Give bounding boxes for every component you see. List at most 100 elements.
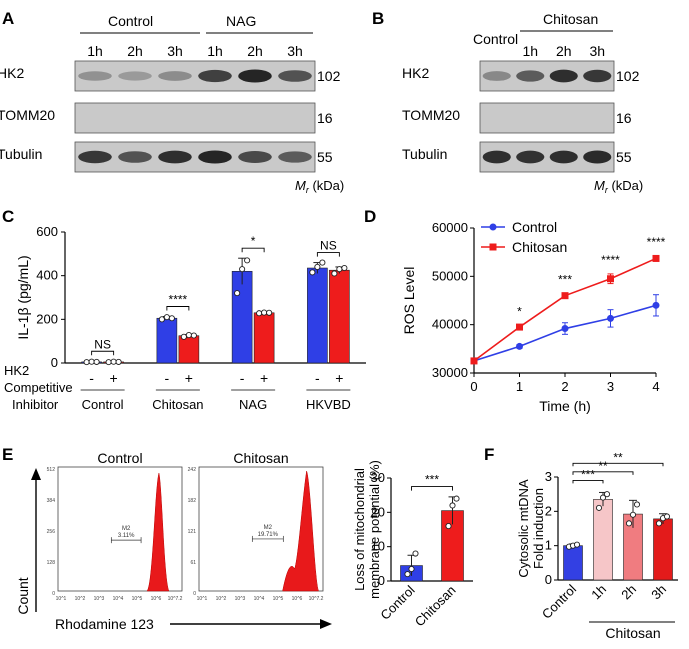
f-y-tick-label: 0 (545, 572, 552, 587)
f-bar (653, 518, 673, 581)
e-data-point (408, 565, 415, 573)
c-category-label: Chitosan (152, 397, 203, 412)
panel-a-mr-label: Mr (kDa) (295, 178, 344, 195)
d-marker-chitosan (607, 275, 614, 283)
e-flow-gate-value: 19.71% (258, 532, 279, 538)
c-bar (156, 317, 178, 364)
panel-a-blot-box (74, 60, 316, 92)
c-sig-label: **** (169, 292, 188, 306)
c-data-point (319, 259, 326, 266)
f-bar (593, 499, 613, 581)
e-flow-y-tick-label: 0 (193, 591, 196, 597)
c-data-point (180, 333, 187, 340)
c-plus-label: + (185, 370, 193, 386)
e-data-point (404, 571, 411, 578)
c-data-point (115, 358, 122, 365)
d-marker-chitosan (516, 323, 523, 331)
e-count-arrow-head (31, 468, 41, 480)
c-bar (253, 312, 275, 364)
c-category-label: Control (82, 397, 124, 412)
c-bar (231, 270, 253, 364)
panel-b-blot-band (516, 150, 545, 164)
c-data-point (88, 358, 95, 365)
panel-b-mr-label: Mr (kDa) (594, 178, 643, 195)
e-flow-x-tick-label: 10^1 (56, 596, 67, 602)
d-x-axis-title: Time (h) (539, 398, 591, 414)
panel-b-mw-label: 102 (616, 68, 640, 84)
panel-a-blot-band (198, 150, 232, 164)
c-data-point (239, 266, 246, 273)
panel-c-row-label-competitive: Competitive (4, 380, 73, 395)
panel-a-blot-box (74, 141, 316, 173)
e-rhodamine-label: Rhodamine 123 (55, 616, 154, 632)
panel-b: B Control Chitosan 1h 2h 3h HK2 102 TOMM20 16… (372, 9, 643, 195)
d-x-tick-label: 2 (561, 379, 568, 394)
c-minus-label: - (89, 370, 94, 386)
c-data-point (261, 309, 268, 316)
e-flow-histogram (282, 470, 320, 592)
c-bar (307, 267, 328, 364)
f-sig-bracket (572, 479, 604, 484)
c-data-point (105, 359, 112, 366)
c-data-point (190, 332, 197, 339)
c-data-point (266, 309, 273, 316)
panel-b-lane-label: 3h (589, 43, 605, 59)
d-marker-control (516, 342, 523, 350)
d-legend-marker (489, 223, 497, 231)
panel-b-blot-band (583, 150, 612, 164)
panel-a-mw-label: 55 (317, 149, 333, 165)
panel-a-lane-label: 3h (167, 43, 183, 59)
panel-b-mw-label: 55 (616, 149, 632, 165)
c-y-tick-label: 200 (36, 311, 58, 326)
panel-a-blot-band (278, 151, 312, 163)
panel-a-letter: A (2, 9, 14, 28)
c-data-point (168, 315, 175, 322)
f-category-label: 1h (588, 582, 609, 603)
e-y-tick-label: 30 (371, 470, 385, 485)
panel-a-row-label: TOMM20 (0, 107, 55, 123)
c-category-label: NAG (239, 397, 267, 412)
e-flow-y-tick-label: 512 (47, 467, 56, 473)
c-sig-bracket (91, 350, 115, 356)
e-flow-x-tick-label: 10^4 (113, 596, 124, 602)
f-data-point (655, 520, 663, 527)
e-flow-y-tick-label: 61 (190, 560, 196, 566)
e-flow-title: Chitosan (233, 450, 288, 466)
d-y-axis-title: ROS Level (401, 267, 417, 335)
panel-b-lane-label: 2h (556, 43, 572, 59)
panel-a-blot-band (238, 69, 272, 83)
panel-c-row-label-inhibitor: Inhibitor (12, 397, 59, 412)
d-legend-label: Control (512, 219, 557, 235)
e-data-point (445, 523, 452, 530)
e-flow-gate-value: 3.11% (118, 533, 135, 539)
e-category-label: Chitosan (412, 583, 459, 630)
c-sig-label: NS (94, 337, 111, 351)
panel-b-row-label: HK2 (402, 65, 429, 81)
panel-a-lane-label: 1h (207, 43, 223, 59)
c-data-point (341, 264, 348, 272)
panel-b-blot-band (549, 150, 578, 164)
c-plus-label: + (110, 370, 118, 386)
panel-d-letter: D (364, 207, 376, 226)
panel-a: A Control NAG 1h 2h 3h 1h 2h 3h HK2 102 TOMM20 1… (0, 9, 344, 195)
panel-d: D 30000 40000 50000 60000 0 1 2 3 4 Time (h) ROS L… (364, 207, 666, 414)
e-flow-gate-label: M2 (122, 526, 131, 532)
c-minus-label: - (315, 370, 320, 386)
d-marker-chitosan (470, 357, 478, 365)
c-sig-bracket (166, 306, 190, 311)
d-marker-control (607, 314, 614, 322)
e-flow-x-tick-label: 10^3 (94, 596, 105, 602)
e-flow-y-tick-label: 384 (47, 498, 56, 504)
f-category-label: Control (539, 581, 579, 621)
d-sig-label: * (517, 305, 522, 319)
e-y-tick-label: 10 (371, 539, 385, 554)
panel-a-lane-label: 1h (87, 43, 103, 59)
panel-a-lane-label: 2h (247, 43, 263, 59)
panel-b-row-label: TOMM20 (402, 107, 460, 123)
panel-b-blots: HK2 102 TOMM20 16 Tubulin 55 (402, 60, 640, 173)
f-data-point (603, 491, 611, 498)
